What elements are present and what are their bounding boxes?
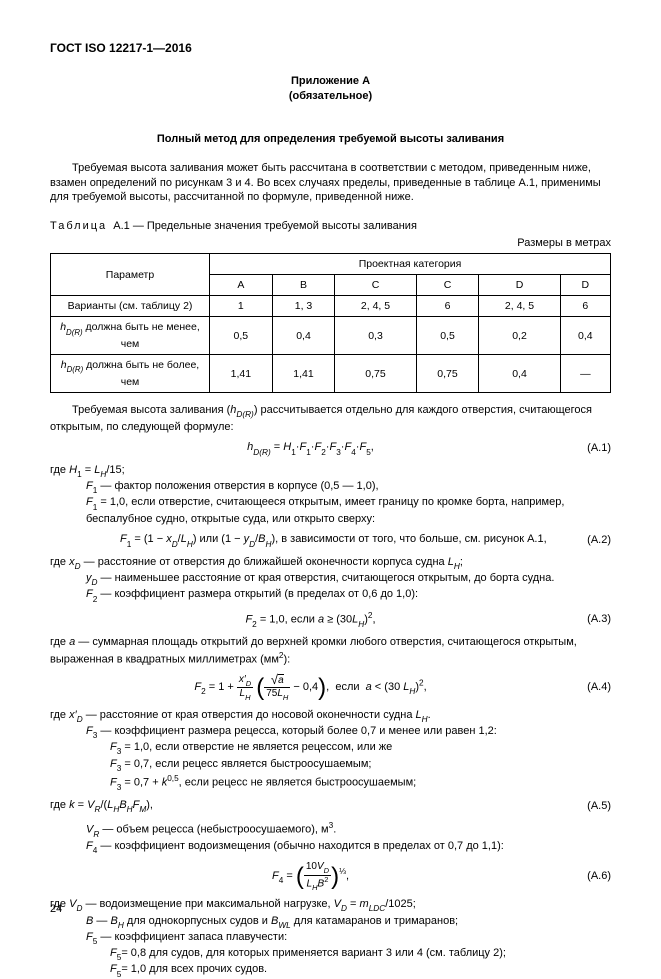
cell: 0,4 <box>272 317 335 355</box>
where-line: где H1 = LH/15; <box>50 463 611 479</box>
cell: 0,75 <box>335 355 416 393</box>
cell: 0,2 <box>479 317 560 355</box>
cell: 6 <box>560 296 610 317</box>
intro-paragraph: Требуемая высота заливания может быть ра… <box>50 161 611 206</box>
cell: 2, 4, 5 <box>335 296 416 317</box>
cell: 0,4 <box>479 355 560 393</box>
def-line: VR — объем рецесса (небыстроосушаемого),… <box>50 820 611 839</box>
cell: 2, 4, 5 <box>479 296 560 317</box>
def-line: где xD — расстояние от отверстия до ближ… <box>50 555 611 571</box>
cell: hD(R) должна быть не более, чем <box>51 355 210 393</box>
def-line: где a — суммарная площадь открытий до ве… <box>50 635 611 667</box>
document-id: ГОСТ ISO 12217-1—2016 <box>50 40 611 56</box>
cell: 1,41 <box>272 355 335 393</box>
formula-a4: F2 = 1 + x′DLH (√a75LH − 0,4), если a < … <box>50 673 611 702</box>
col-d2: D <box>560 275 610 296</box>
formula-a1: hD(R) = H1·F1·F2·F3·F4·F5, (А.1) <box>50 440 611 456</box>
def-line: F3 — коэффициент размера рецесса, которы… <box>50 724 611 740</box>
def-line: где x′D — расстояние от края отверстия д… <box>50 708 611 724</box>
section-title: Полный метод для определения требуемой в… <box>50 132 611 147</box>
page: ГОСТ ISO 12217-1—2016 Приложение А (обяз… <box>0 0 661 935</box>
col-c2: C <box>416 275 479 296</box>
col-group: Проектная категория <box>210 253 611 274</box>
formula-number: (А.5) <box>571 799 611 814</box>
table-caption-rest: А.1 — Предельные значения требуемой высо… <box>113 220 417 232</box>
col-b: B <box>272 275 335 296</box>
page-number: 24 <box>50 902 62 917</box>
paragraph: Требуемая высота заливания (hD(R)) рассч… <box>50 403 611 434</box>
formula-a6: F4 = (10VDLHB2)⅓, (А.6) <box>50 861 611 891</box>
formula-a5: где k = VR/(LHBHFM), (А.5) <box>50 798 611 814</box>
col-d: D <box>479 275 560 296</box>
formula-number: (А.4) <box>571 680 611 695</box>
formula-a3: F2 = 1,0, если a ≥ (30LH)2, (А.3) <box>50 610 611 629</box>
formula-number: (А.2) <box>571 533 611 548</box>
appendix-subtitle: (обязательное) <box>50 89 611 104</box>
table-header-row: Параметр Проектная категория <box>51 253 611 274</box>
formula-number: (А.1) <box>571 441 611 456</box>
def-line: F3 = 0,7 + k0,5, если рецесс не является… <box>50 773 611 792</box>
cell: 0,5 <box>416 317 479 355</box>
col-param: Параметр <box>51 253 210 295</box>
def-line: F3 = 0,7, если рецесс является быстроосу… <box>50 757 611 773</box>
table-row: hD(R) должна быть не более, чем 1,41 1,4… <box>51 355 611 393</box>
cell: 1, 3 <box>272 296 335 317</box>
def-line: F2 — коэффициент размера открытий (в пре… <box>50 587 611 603</box>
formula-number: (А.3) <box>571 612 611 627</box>
cell: — <box>560 355 610 393</box>
cell: 1,41 <box>210 355 273 393</box>
col-a: A <box>210 275 273 296</box>
def-line: F1 = 1,0, если отверстие, считающееся от… <box>50 495 611 526</box>
def-line: F5= 0,8 для судов, для которых применяет… <box>50 946 611 962</box>
def-line: F3 = 1,0, если отверстие не является рец… <box>50 740 611 756</box>
table-word: Таблица <box>50 220 107 232</box>
cell: 0,75 <box>416 355 479 393</box>
cell: hD(R) должна быть не менее, чем <box>51 317 210 355</box>
def-line: F1 — фактор положения отверстия в корпус… <box>50 479 611 495</box>
cell: Варианты (см. таблицу 2) <box>51 296 210 317</box>
table-row: Варианты (см. таблицу 2) 1 1, 3 2, 4, 5 … <box>51 296 611 317</box>
table-units: Размеры в метрах <box>50 236 611 251</box>
col-c: C <box>335 275 416 296</box>
cell: 0,3 <box>335 317 416 355</box>
cell: 0,5 <box>210 317 273 355</box>
limits-table: Параметр Проектная категория A B C C D D… <box>50 253 611 393</box>
def-line: yD — наименьшее расстояние от края отвер… <box>50 571 611 587</box>
formula-a2: F1 = (1 − xD/LH) или (1 − yD/BH), в зави… <box>50 532 611 548</box>
table-row: hD(R) должна быть не менее, чем 0,5 0,4 … <box>51 317 611 355</box>
formula-number: (А.6) <box>571 869 611 884</box>
cell: 1 <box>210 296 273 317</box>
cell: 6 <box>416 296 479 317</box>
def-line: где VD — водоизмещение при максимальной … <box>50 897 611 913</box>
def-line: F5= 1,0 для всех прочих судов. <box>50 962 611 978</box>
def-line: F4 — коэффициент водоизмещения (обычно н… <box>50 839 611 855</box>
cell: 0,4 <box>560 317 610 355</box>
appendix-title: Приложение А <box>50 74 611 89</box>
def-line: F5 — коэффициент запаса плавучести: <box>50 930 611 946</box>
def-line: B — BH для однокорпусных судов и BWL для… <box>50 914 611 930</box>
table-caption: Таблица А.1 — Предельные значения требуе… <box>50 219 611 234</box>
